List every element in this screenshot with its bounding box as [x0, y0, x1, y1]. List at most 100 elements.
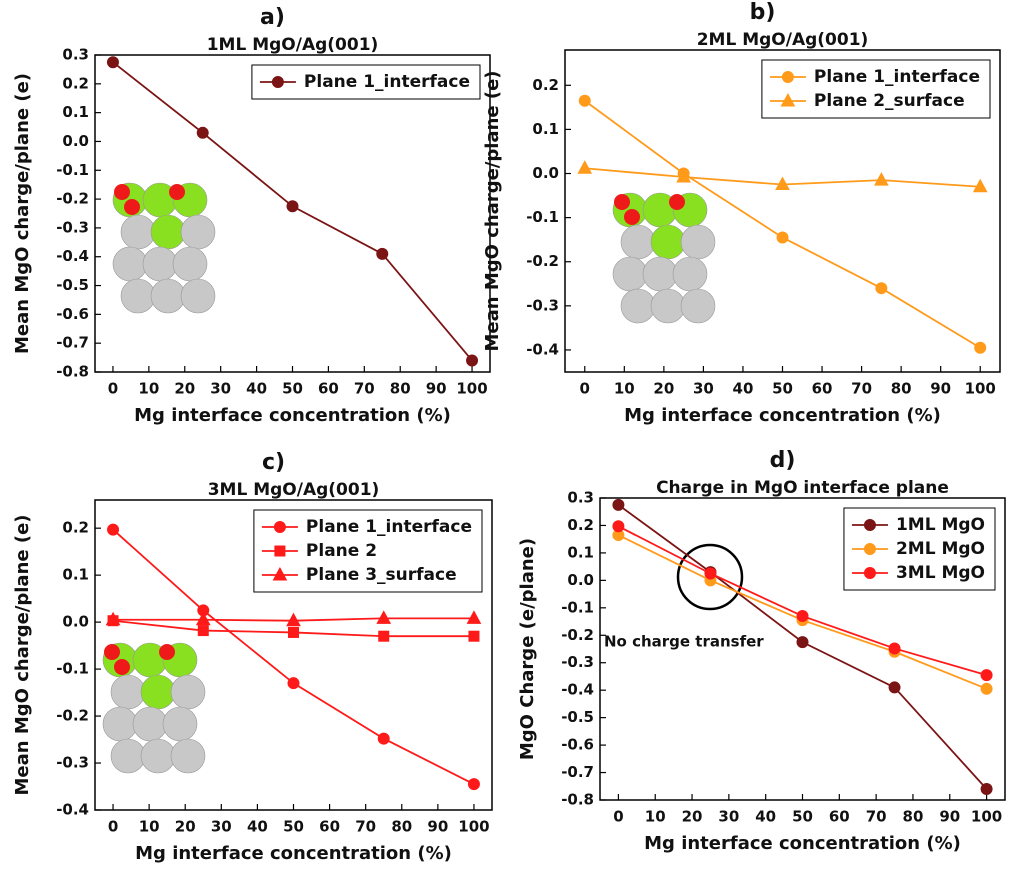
y-tick-label: 0.1 [62, 566, 89, 584]
y-tick-label: 0.2 [62, 519, 89, 537]
x-tick-label: 60 [318, 380, 339, 398]
marker [874, 172, 889, 186]
atom-o [114, 184, 130, 200]
chart-title: Charge in MgO interface plane [656, 478, 949, 498]
legend-frame [761, 59, 991, 119]
y-tick-label: -0.1 [56, 660, 89, 678]
x-tick-label: 0 [108, 818, 118, 836]
x-tick-label: 20 [682, 808, 703, 826]
atom [672, 256, 708, 292]
legend-marker [271, 76, 284, 88]
x-axis-label: Mg interface concentration (%) [134, 405, 451, 426]
marker [775, 176, 790, 191]
marker [577, 160, 593, 174]
x-tick-label: 90 [427, 818, 448, 836]
x-tick-label: 70 [851, 380, 872, 398]
atom [650, 224, 686, 260]
x-tick-label: 50 [792, 808, 813, 826]
panel-label: d) [770, 448, 796, 473]
x-axis-label: Mg interface concentration (%) [624, 405, 941, 426]
y-tick-label: -0.3 [526, 296, 559, 314]
marker [612, 498, 625, 511]
x-tick-label: 10 [139, 818, 160, 836]
legend: Plane 1_interface [251, 64, 481, 100]
y-tick-label: 0.0 [532, 164, 559, 182]
atom [120, 278, 156, 314]
chart-title: 1ML MgO/Ag(001) [207, 35, 379, 55]
x-tick-label: 30 [210, 380, 231, 398]
x-tick-label: 30 [718, 808, 739, 826]
marker [466, 354, 479, 367]
atom [112, 246, 148, 282]
y-tick-label: -0.2 [56, 190, 89, 208]
marker [288, 626, 299, 638]
y-tick-label: 0.2 [532, 76, 559, 94]
y-tick-label: -0.6 [561, 736, 594, 754]
atom [142, 246, 178, 282]
legend-marker [274, 545, 286, 557]
x-tick-label: 70 [354, 380, 375, 398]
legend: 1ML MgO 2ML MgO 3ML MgO [843, 507, 996, 591]
atom [120, 214, 156, 250]
legend-marker [272, 566, 288, 581]
x-tick-label: 80 [903, 808, 924, 826]
legend-label: 1ML MgO [896, 515, 985, 535]
x-tick-label: 90 [939, 808, 960, 826]
y-tick-label: -0.2 [56, 707, 89, 725]
y-tick-label: -0.7 [56, 334, 89, 352]
y-tick-label: -0.2 [561, 626, 594, 644]
y-axis-label: MgO Charge (e/plane) [517, 538, 538, 760]
atom [620, 224, 656, 260]
y-tick-label: 0.2 [62, 74, 89, 92]
legend-label: Plane 1_interface [304, 72, 470, 92]
structure-inset [612, 192, 716, 324]
y-tick-label: 0.2 [567, 516, 594, 534]
y-tick-label: -0.7 [561, 763, 594, 781]
atom [180, 214, 216, 250]
marker [888, 681, 901, 694]
marker [105, 611, 121, 626]
marker [378, 630, 390, 642]
x-tick-label: 90 [426, 380, 447, 398]
x-tick-label: 60 [829, 808, 850, 826]
highlight-circle [676, 543, 744, 611]
marker [286, 612, 301, 627]
x-tick-label: 50 [772, 380, 793, 398]
y-tick-label: -0.8 [56, 363, 89, 381]
atom-o [114, 659, 130, 675]
x-tick-label: 0 [108, 380, 118, 398]
x-tick-label: 10 [645, 808, 666, 826]
atom [140, 674, 176, 710]
legend: Plane 1_interface Plane 2 Plane 3_surface [253, 509, 483, 593]
marker [980, 669, 993, 682]
x-tick-label: 20 [653, 380, 674, 398]
x-tick-label: 0 [613, 808, 623, 826]
legend-label: Plane 3_surface [306, 565, 457, 585]
y-tick-label: -0.2 [526, 252, 559, 270]
atom-o [614, 194, 630, 210]
x-tick-label: 50 [282, 380, 303, 398]
legend-label: 3ML MgO [896, 563, 985, 583]
x-tick-label: 40 [733, 380, 754, 398]
marker [107, 523, 120, 536]
legend-marker [781, 71, 794, 83]
x-tick-label: 100 [971, 808, 1002, 826]
legend-marker [780, 92, 796, 107]
legend-label: Plane 2 [306, 541, 377, 561]
legend-label: Plane 1_interface [306, 517, 472, 537]
y-tick-label: 0.3 [62, 46, 89, 64]
y-tick-label: -0.1 [56, 161, 89, 179]
atom-o [104, 644, 120, 660]
x-tick-label: 80 [891, 380, 912, 398]
x-axis-label: Mg interface concentration (%) [135, 843, 452, 864]
marker [376, 610, 392, 624]
marker [466, 610, 482, 624]
y-axis-label: Mean MgO charge/plane (e) [12, 73, 33, 354]
atom [172, 246, 208, 282]
x-tick-label: 20 [174, 380, 195, 398]
panel-label: c) [262, 450, 285, 475]
marker [286, 200, 299, 213]
y-tick-label: 0.0 [567, 571, 594, 589]
marker [195, 611, 211, 626]
